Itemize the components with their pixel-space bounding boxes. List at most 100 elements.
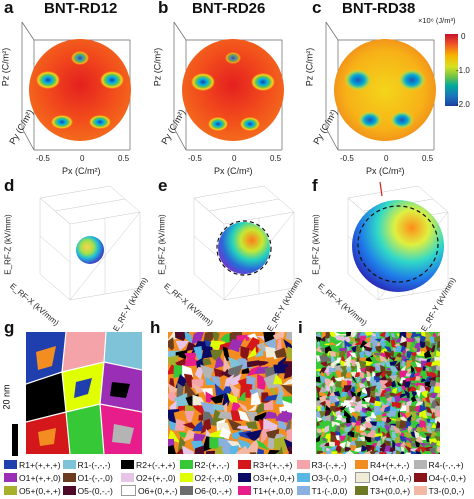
domain-grain xyxy=(392,439,396,450)
domain-grain xyxy=(200,418,212,435)
sphere-c xyxy=(334,39,436,141)
scale-bar xyxy=(12,424,18,456)
domain-grain xyxy=(390,332,395,339)
domain-grain xyxy=(375,332,381,339)
domain-grain xyxy=(399,419,408,429)
domain-grain xyxy=(406,341,413,350)
domain-grain xyxy=(379,354,389,362)
domain-grain xyxy=(400,335,408,344)
tick-c-pos: 0.5 xyxy=(422,154,434,163)
domain-grain xyxy=(379,347,389,354)
domain-grain xyxy=(369,421,379,426)
domain-grain xyxy=(230,410,243,421)
domain-map-i xyxy=(316,332,440,454)
domain-grain xyxy=(364,449,373,454)
domain-grain xyxy=(184,410,195,423)
legend-item: O2-(-,+,0) xyxy=(179,473,239,483)
domain-grain xyxy=(370,437,377,443)
domain-grain xyxy=(317,371,321,376)
domain-grain xyxy=(360,335,367,343)
domain-grain xyxy=(411,395,417,403)
domain-grain xyxy=(256,448,264,454)
domain-grain xyxy=(400,451,405,454)
legend-row-1: R1+(+,+,+) R1-(-,-,-) R2+(-,+,+) R2-(+,-… xyxy=(4,458,474,471)
domain-grain xyxy=(415,376,421,381)
domain-grain xyxy=(376,440,382,449)
domain-grain xyxy=(223,373,235,390)
domain-grain xyxy=(419,340,427,349)
domain-grain xyxy=(409,382,417,386)
domain-grain xyxy=(415,434,423,444)
domain-grain xyxy=(245,429,262,442)
legend-item: O1-(-,-,0) xyxy=(62,473,122,483)
domain-grain xyxy=(415,389,421,399)
domain-grain xyxy=(359,436,365,442)
domain-grain xyxy=(205,450,215,454)
domain-grain xyxy=(359,393,368,398)
field-scatter-panels xyxy=(39,181,449,301)
domain-grain xyxy=(406,337,413,343)
domain-grain xyxy=(422,453,425,454)
domain-grain xyxy=(399,427,407,432)
panel-c-title: BNT-RD38 xyxy=(342,0,416,17)
domain-grain xyxy=(425,395,430,404)
panel-d-letter: d xyxy=(4,176,15,195)
domain-grain xyxy=(424,344,434,352)
domain-grain xyxy=(277,420,289,431)
domain-grain xyxy=(193,345,203,362)
domain-grain xyxy=(396,449,403,454)
domain-grain xyxy=(389,410,397,418)
domain-grain xyxy=(418,350,425,357)
domain-grain xyxy=(350,444,357,452)
domain-grain xyxy=(327,350,330,356)
domain-grain xyxy=(214,356,226,369)
domain-grain xyxy=(431,411,436,419)
domain-grain xyxy=(420,360,428,369)
domain-grain xyxy=(425,436,430,443)
scatter-d xyxy=(76,236,104,264)
domain-grain xyxy=(410,450,417,454)
domain-grain xyxy=(326,356,332,362)
domain-grain xyxy=(324,419,332,428)
domain-grain xyxy=(332,385,336,394)
domain-grain xyxy=(319,400,327,409)
domain-grain xyxy=(200,364,214,380)
domain-grain xyxy=(317,431,323,438)
domain-grain xyxy=(410,332,418,339)
domain-grain xyxy=(349,431,355,439)
domain-grain xyxy=(335,370,343,380)
domain-grain xyxy=(316,434,321,443)
domain-grain xyxy=(354,441,363,449)
domain-grain xyxy=(334,380,343,389)
domain-legend: R1+(+,+,+) R1-(-,-,-) R2+(-,+,+) R2-(+,-… xyxy=(4,458,474,497)
domain-grain xyxy=(339,405,347,411)
domain-grain xyxy=(228,373,242,386)
domain-grain xyxy=(419,446,427,453)
domain-grain xyxy=(383,392,391,399)
px-label-a: Px (C/m²) xyxy=(62,166,101,176)
domain-grain xyxy=(231,429,244,440)
domain-grain xyxy=(347,434,351,444)
domain-grain xyxy=(383,425,390,434)
tick-c-neg: -0.5 xyxy=(340,154,354,163)
domain-grain xyxy=(340,447,346,454)
domain-grain xyxy=(330,425,337,432)
domain-grain xyxy=(168,445,176,454)
domain-grain xyxy=(383,405,392,413)
domain-grain xyxy=(436,393,440,398)
panel-e-letter: e xyxy=(158,176,168,195)
pz-label-a: Pz (C/m²) xyxy=(0,47,11,87)
domain-grain xyxy=(436,446,440,454)
domain-grain xyxy=(395,376,401,383)
legend-item: O1+(+,+,0) xyxy=(4,473,63,483)
domain-grain xyxy=(430,452,437,454)
legend-item: R1+(+,+,+) xyxy=(4,460,63,470)
colorbar-tick-2: -2.0 xyxy=(456,100,470,109)
domain-grain xyxy=(335,357,342,364)
domain-grain xyxy=(434,382,440,388)
domain-grain xyxy=(405,452,412,454)
domain-grain xyxy=(435,420,440,429)
legend-item: R2+(-,+,+) xyxy=(121,460,180,470)
domain-map-h xyxy=(168,332,292,454)
domain-grain xyxy=(421,397,427,404)
